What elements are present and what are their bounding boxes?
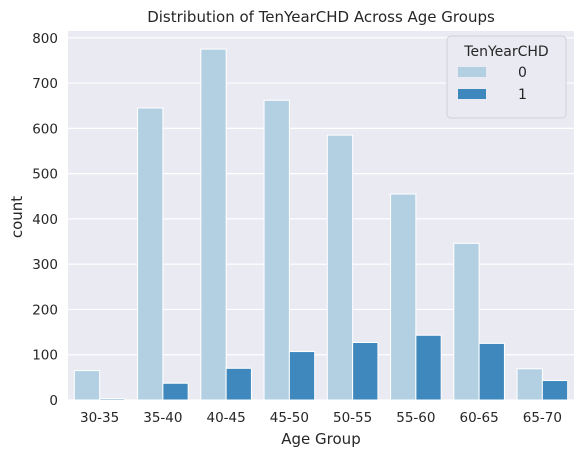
bar-30-35-series-0 <box>73 370 101 401</box>
y-tick-label: 0 <box>49 393 58 409</box>
bar-55-60-series-0 <box>390 193 417 401</box>
y-tick-label: 300 <box>32 257 58 273</box>
bars <box>73 48 569 401</box>
x-tick-label: 60-65 <box>460 410 499 426</box>
y-tick-label: 400 <box>32 212 58 228</box>
x-tick-label: 30-35 <box>80 410 119 426</box>
y-tick-label: 800 <box>32 31 58 47</box>
x-tick-labels: 30-35 35-40 40-45 45-50 50-55 55-60 60-65 65-70 <box>80 410 562 426</box>
bar-50-55-series-0 <box>326 134 354 401</box>
bar-45-50-series-1 <box>288 351 316 401</box>
bar-35-40-series-1 <box>162 382 189 401</box>
legend-label-0: 0 <box>518 65 527 81</box>
bar-30-35-series-1 <box>99 398 126 401</box>
y-tick-label: 100 <box>32 348 58 364</box>
y-tick-label: 500 <box>32 167 58 183</box>
legend-swatch-1 <box>458 89 486 99</box>
bar-40-45-series-0 <box>200 48 227 401</box>
y-tick-label: 600 <box>32 121 58 137</box>
x-axis-label: Age Group <box>281 430 360 448</box>
bar-55-60-series-1 <box>415 334 442 401</box>
x-tick-label: 35-40 <box>143 410 182 426</box>
y-tick-labels: 0 100 200 300 400 500 600 700 800 <box>32 31 58 409</box>
x-tick-label: 45-50 <box>270 410 309 426</box>
x-tick-label: 40-45 <box>207 410 246 426</box>
legend-label-1: 1 <box>518 87 527 103</box>
chart-title: Distribution of TenYearCHD Across Age Gr… <box>147 8 495 26</box>
y-axis-label: count <box>8 196 26 238</box>
bar-35-40-series-0 <box>137 107 164 401</box>
bar-45-50-series-0 <box>263 99 290 401</box>
bar-65-70-series-0 <box>516 368 543 401</box>
bar-60-65-series-1 <box>478 342 505 401</box>
bar-65-70-series-1 <box>541 380 569 401</box>
bar-60-65-series-0 <box>453 242 480 401</box>
x-tick-label: 65-70 <box>523 410 562 426</box>
bar-40-45-series-1 <box>225 367 252 401</box>
x-tick-label: 50-55 <box>333 410 372 426</box>
bar-50-55-series-1 <box>352 341 379 401</box>
legend: TenYearCHD 0 1 <box>446 35 567 119</box>
x-tick-label: 55-60 <box>396 410 435 426</box>
y-tick-label: 200 <box>32 302 58 318</box>
y-tick-label: 700 <box>32 76 58 92</box>
legend-swatch-0 <box>458 67 486 77</box>
legend-title: TenYearCHD <box>463 44 548 60</box>
